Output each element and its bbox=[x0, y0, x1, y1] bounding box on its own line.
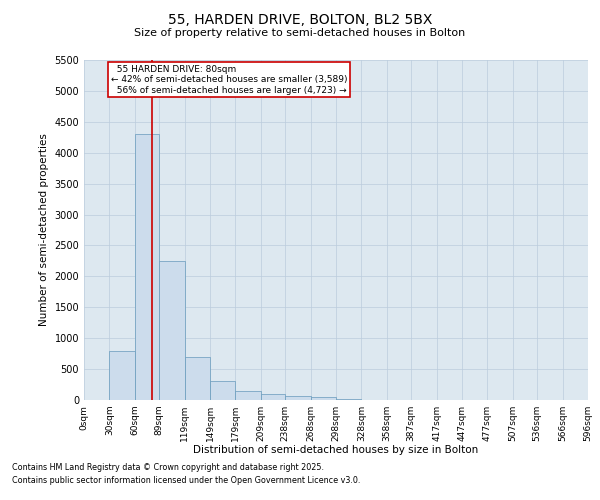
Bar bbox=[285, 396, 311, 400]
Bar bbox=[235, 390, 261, 400]
Bar bbox=[159, 261, 185, 400]
X-axis label: Distribution of semi-detached houses by size in Bolton: Distribution of semi-detached houses by … bbox=[193, 446, 479, 456]
Bar bbox=[311, 397, 336, 400]
Bar bbox=[261, 394, 285, 400]
Y-axis label: Number of semi-detached properties: Number of semi-detached properties bbox=[39, 134, 49, 326]
Text: 55, HARDEN DRIVE, BOLTON, BL2 5BX: 55, HARDEN DRIVE, BOLTON, BL2 5BX bbox=[168, 12, 432, 26]
Bar bbox=[185, 356, 210, 400]
Text: Contains HM Land Registry data © Crown copyright and database right 2025.: Contains HM Land Registry data © Crown c… bbox=[12, 462, 324, 471]
Text: 55 HARDEN DRIVE: 80sqm
← 42% of semi-detached houses are smaller (3,589)
  56% o: 55 HARDEN DRIVE: 80sqm ← 42% of semi-det… bbox=[111, 65, 347, 94]
Text: Contains public sector information licensed under the Open Government Licence v3: Contains public sector information licen… bbox=[12, 476, 361, 485]
Bar bbox=[109, 350, 135, 400]
Text: Size of property relative to semi-detached houses in Bolton: Size of property relative to semi-detach… bbox=[134, 28, 466, 38]
Bar bbox=[135, 134, 159, 400]
Bar bbox=[210, 382, 235, 400]
